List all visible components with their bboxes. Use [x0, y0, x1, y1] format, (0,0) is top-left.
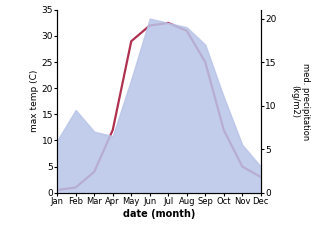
Y-axis label: med. precipitation
(kg/m2): med. precipitation (kg/m2)	[290, 63, 310, 140]
Y-axis label: max temp (C): max temp (C)	[30, 70, 39, 132]
X-axis label: date (month): date (month)	[123, 209, 195, 219]
